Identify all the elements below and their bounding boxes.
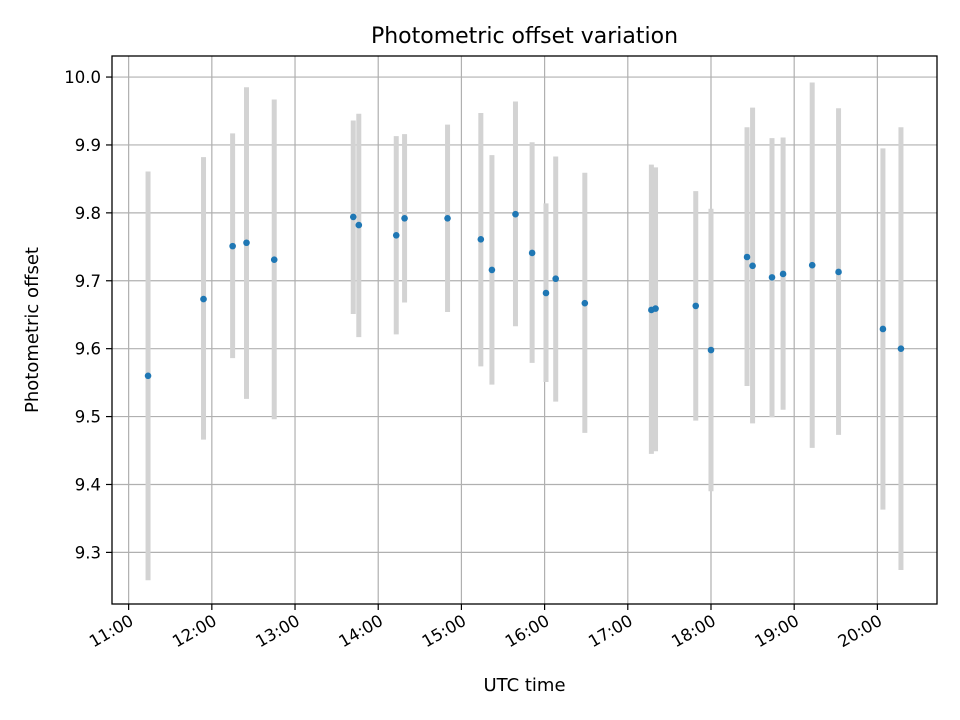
data-point (528, 249, 536, 257)
data-point (768, 274, 776, 281)
data-point (392, 231, 400, 239)
x-tick-label: 19:00 (751, 611, 802, 651)
data-point (743, 253, 751, 261)
y-axis-label: Photometric offset (22, 247, 43, 413)
data-point (488, 266, 496, 274)
chart-title: Photometric offset variation (371, 24, 678, 49)
x-tick-label: 17:00 (585, 611, 636, 651)
y-tick-label: 9.5 (75, 408, 101, 427)
data-point (652, 305, 659, 312)
data-point (581, 299, 589, 307)
data-point (879, 325, 887, 333)
data-point (542, 289, 550, 297)
data-point (897, 345, 905, 352)
data-point (692, 302, 700, 310)
x-tick-label: 16:00 (502, 611, 553, 651)
data-point (835, 268, 842, 276)
data-point (270, 256, 278, 264)
data-point (355, 221, 363, 229)
data-point (512, 210, 519, 218)
x-axis-label: UTC time (483, 675, 565, 696)
x-tick-label: 13:00 (252, 611, 303, 651)
data-point (401, 214, 408, 222)
data-point (349, 213, 357, 221)
x-tick-label: 12:00 (169, 611, 220, 651)
y-tick-label: 9.9 (75, 136, 101, 155)
y-tick-label: 9.3 (75, 543, 101, 562)
y-tick-label: 9.4 (75, 475, 101, 494)
data-point (749, 262, 756, 270)
x-tick-label: 15:00 (419, 611, 470, 651)
data-point (707, 346, 715, 354)
plot-frame (111, 55, 938, 605)
x-tick-label: 18:00 (668, 611, 719, 651)
x-tick-label: 11:00 (86, 611, 137, 651)
data-point (552, 275, 559, 283)
y-tick-label: 9.6 (75, 340, 101, 359)
data-point (808, 261, 816, 269)
data-point (243, 239, 250, 247)
x-tick-label: 20:00 (835, 611, 886, 651)
y-tick-label: 9.7 (75, 272, 101, 291)
data-point (444, 214, 451, 222)
data-point (200, 295, 207, 303)
y-tick-label: 9.8 (75, 204, 101, 223)
y-tick-label: 10.0 (64, 68, 101, 87)
data-point (779, 270, 787, 278)
data-point (229, 242, 236, 250)
x-tick-label: 14:00 (336, 611, 387, 651)
data-point (477, 236, 485, 243)
data-point (144, 372, 152, 380)
